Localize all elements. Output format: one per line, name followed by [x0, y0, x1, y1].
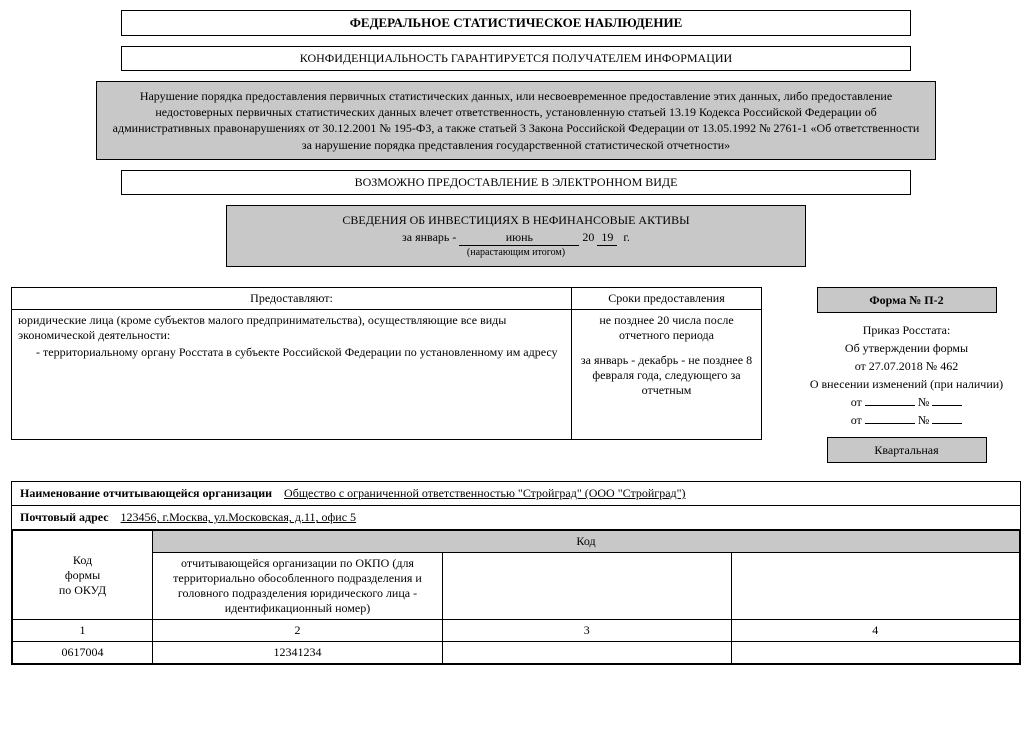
org-name-line: Наименование отчитывающейся организации … [12, 482, 1020, 506]
year-suffix: 19 [597, 229, 617, 247]
order-l3: от 27.07.2018 № 462 [792, 357, 1021, 375]
title-period-line: за январь - июнь 20 19 г. [237, 229, 795, 247]
code-table: Код формы по ОКУД Код отчитывающейся орг… [12, 530, 1020, 664]
deadline2: за январь - декабрь - не позднее 8 февра… [578, 353, 755, 398]
provide-col2-body: не позднее 20 числа после отчетного пери… [572, 310, 762, 440]
periodicity-box: Квартальная [827, 437, 987, 463]
val4 [731, 642, 1020, 664]
ot2: от [851, 413, 862, 427]
org-name-label: Наименование отчитывающейся организации [20, 486, 272, 500]
title-note: (нарастающим итогом) [237, 246, 795, 260]
header-federal: ФЕДЕРАЛЬНОЕ СТАТИСТИЧЕСКОЕ НАБЛЮДЕНИЕ [121, 10, 911, 36]
no2: № [918, 413, 929, 427]
org-addr-line: Почтовый адрес 123456, г.Москва, ул.Моск… [12, 506, 1020, 530]
provide-col2-head: Сроки предоставления [572, 288, 762, 310]
okpo-value: 12341234 [153, 642, 443, 664]
org-addr-value: 123456, г.Москва, ул.Московская, д.11, о… [121, 510, 357, 524]
provide-col1-head: Предоставляют: [12, 288, 572, 310]
provide-text1: юридические лица (кроме субъектов малого… [18, 313, 565, 343]
provide-bullet: - территориальному органу Росстата в суб… [18, 345, 565, 360]
coln-1: 1 [13, 620, 153, 642]
code-c3-empty [443, 553, 732, 620]
org-box: Наименование отчитывающейся организации … [11, 481, 1021, 665]
year-g: г. [623, 230, 630, 244]
title-line1: СВЕДЕНИЯ ОБ ИНВЕСТИЦИЯХ В НЕФИНАНСОВЫЕ А… [237, 212, 795, 229]
header-confidential: КОНФИДЕНЦИАЛЬНОСТЬ ГАРАНТИРУЕТСЯ ПОЛУЧАТ… [121, 46, 911, 71]
warning-box: Нарушение порядка предоставления первичн… [96, 81, 936, 160]
coln-3: 3 [443, 620, 732, 642]
coln-4: 4 [731, 620, 1020, 642]
ot1: от [851, 395, 862, 409]
org-name-value: Общество с ограниченной ответственностью… [284, 486, 685, 500]
coln-2: 2 [153, 620, 443, 642]
form-number-box: Форма № П-2 [817, 287, 997, 313]
code-c4-empty [731, 553, 1020, 620]
val3 [443, 642, 732, 664]
no1: № [918, 395, 929, 409]
form-meta: Форма № П-2 Приказ Росстата: Об утвержде… [792, 287, 1021, 463]
blank-no2 [932, 412, 962, 424]
blank-date1 [865, 394, 915, 406]
year-20: 20 [582, 230, 594, 244]
okud-value: 0617004 [13, 642, 153, 664]
order-l4: О внесении изменений (при наличии) [792, 375, 1021, 393]
org-addr-label: Почтовый адрес [20, 510, 109, 524]
okpo-label: отчитывающейся организации по ОКПО (для … [153, 553, 443, 620]
order-l6: от № [792, 411, 1021, 429]
blank-date2 [865, 412, 915, 424]
deadline1: не позднее 20 числа после отчетного пери… [578, 313, 755, 343]
order-l1: Приказ Росстата: [792, 321, 1021, 339]
period-prefix: за январь - [402, 230, 456, 244]
period-month: июнь [459, 229, 579, 247]
order-l2: Об утверждении формы [792, 339, 1021, 357]
provide-table: Предоставляют: Сроки предоставления юрид… [11, 287, 762, 440]
title-block: СВЕДЕНИЯ ОБ ИНВЕСТИЦИЯХ В НЕФИНАНСОВЫЕ А… [226, 205, 806, 268]
order-l5: от № [792, 393, 1021, 411]
provide-col1-body: юридические лица (кроме субъектов малого… [12, 310, 572, 440]
blank-no1 [932, 394, 962, 406]
kod-header: Код [153, 531, 1020, 553]
okud-label: Код формы по ОКУД [13, 531, 153, 620]
header-electronic: ВОЗМОЖНО ПРЕДОСТАВЛЕНИЕ В ЭЛЕКТРОННОМ ВИ… [121, 170, 911, 195]
